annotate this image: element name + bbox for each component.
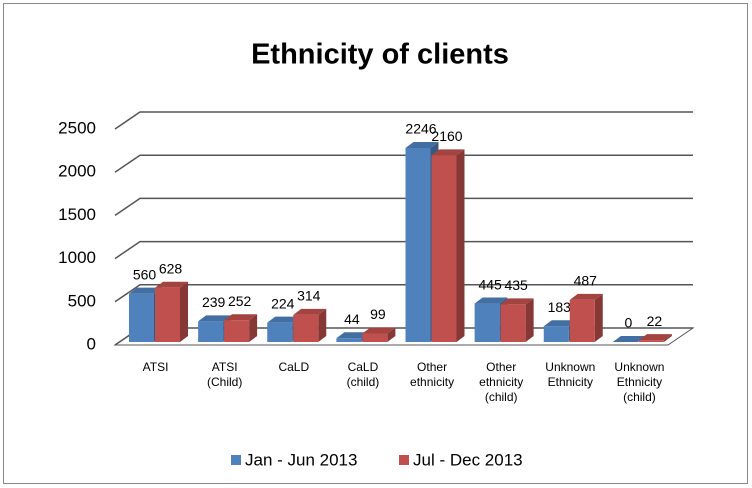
bar <box>224 320 250 342</box>
bar-top <box>543 320 577 327</box>
bar <box>474 303 500 342</box>
bar-side <box>249 314 258 342</box>
data-label: 224 <box>271 295 295 311</box>
x-tick-label: CaLD (child) <box>347 360 380 389</box>
chart-frame <box>3 3 748 484</box>
data-label: 487 <box>574 273 598 289</box>
x-tick-label: CaLD <box>278 360 309 374</box>
bar <box>569 299 595 342</box>
bar-side <box>180 281 188 342</box>
bar-side <box>318 308 327 342</box>
bar <box>267 322 293 342</box>
grid-line <box>114 111 693 130</box>
grid-line <box>114 284 693 303</box>
y-tick-label: 1000 <box>58 248 96 267</box>
data-label: 2160 <box>431 128 462 144</box>
bar <box>405 147 431 342</box>
bar <box>362 333 388 342</box>
grid-line <box>114 197 693 217</box>
data-label: 183 <box>548 299 572 315</box>
bar <box>431 155 457 342</box>
bar-top <box>612 336 646 342</box>
y-tick-label: 2500 <box>58 118 96 137</box>
bar <box>293 314 319 342</box>
data-label: 628 <box>159 260 183 276</box>
bar-side <box>663 334 672 342</box>
data-label: 435 <box>504 277 528 293</box>
x-tick-label: Unknown Ethnicity <box>545 360 595 389</box>
bar-side <box>525 298 534 342</box>
data-label: 22 <box>647 313 663 329</box>
x-tick-label: Other ethnicity <box>410 360 454 389</box>
y-tick-label: 0 <box>87 334 96 353</box>
bar-side <box>594 293 603 342</box>
data-label: 560 <box>133 266 157 282</box>
bar-top <box>405 141 439 148</box>
bar-top <box>129 287 162 294</box>
bar <box>336 338 362 342</box>
data-label: 2246 <box>405 121 436 137</box>
bar-top <box>500 298 534 305</box>
bar <box>500 304 526 342</box>
legend-label: Jan - Jun 2013 <box>245 450 357 469</box>
bar-top <box>336 332 370 339</box>
bar-side <box>456 149 465 342</box>
bar <box>129 293 154 342</box>
x-tick-label: ATSI (Child) <box>207 360 242 389</box>
grid-line <box>114 154 693 173</box>
chart-title: Ethnicity of clients <box>251 39 509 71</box>
grid-line <box>114 240 693 260</box>
bar-top <box>474 297 508 304</box>
bar-top <box>267 316 301 323</box>
y-tick-label: 1500 <box>58 205 96 224</box>
bar-top <box>638 334 672 341</box>
data-label: 44 <box>344 311 360 327</box>
data-label: 252 <box>228 293 252 309</box>
data-label: 314 <box>297 288 321 304</box>
x-tick-label: ATSI <box>143 360 169 374</box>
legend-label: Jul - Dec 2013 <box>413 450 523 469</box>
bar-top <box>569 293 603 300</box>
bar-top <box>362 327 396 334</box>
bar-top <box>155 281 188 288</box>
data-label: 99 <box>370 306 386 322</box>
bar-side <box>387 327 396 342</box>
bar <box>155 287 180 342</box>
data-label: 239 <box>202 294 226 310</box>
bar <box>198 321 224 342</box>
bar-top <box>431 149 465 156</box>
bar <box>543 326 569 342</box>
legend-swatch <box>231 455 241 465</box>
bar <box>638 340 664 342</box>
data-label: 0 <box>624 315 632 331</box>
bar-top <box>293 308 327 315</box>
legend-swatch <box>399 455 409 465</box>
bar-top <box>198 315 232 322</box>
y-tick-label: 500 <box>68 291 96 310</box>
x-tick-label: Other ethnicity (child) <box>479 360 523 404</box>
data-label: 445 <box>478 276 502 292</box>
x-tick-label: Unknown Ethnicity (child) <box>614 360 664 404</box>
y-tick-label: 2000 <box>58 162 96 181</box>
bar-top <box>224 314 258 321</box>
